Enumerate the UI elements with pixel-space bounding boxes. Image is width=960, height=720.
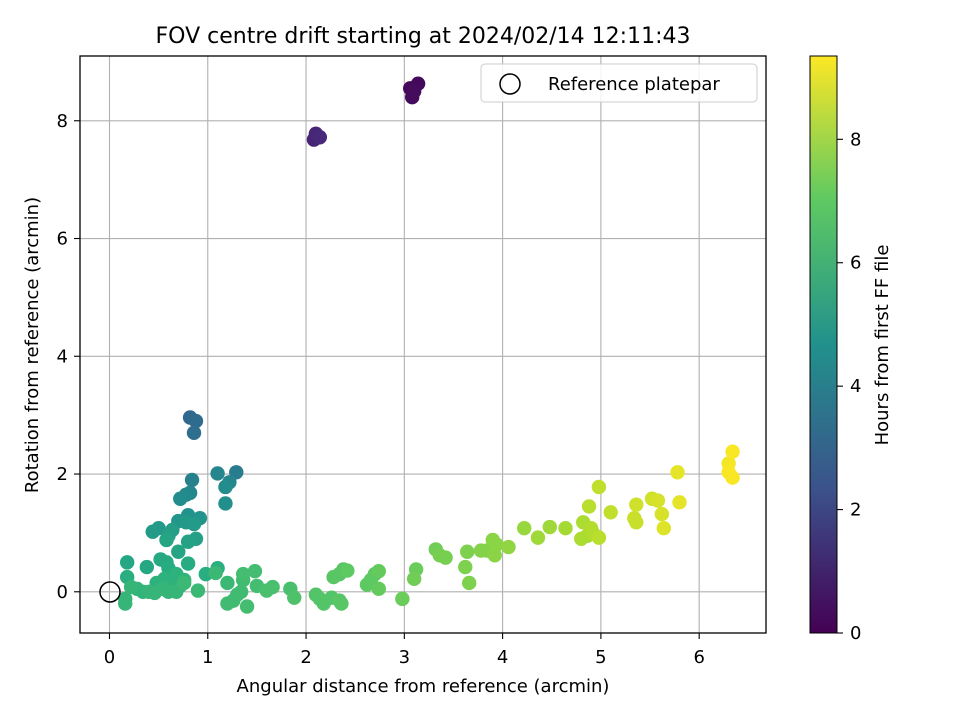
data-point [159,532,174,548]
data-point [210,466,225,481]
data-point [458,559,473,575]
data-point [145,524,160,539]
data-point [139,559,155,575]
data-point [654,506,670,522]
colorbar-tick-label: 8 [850,129,861,150]
y-tick-label: 2 [57,464,68,485]
data-point [650,493,666,508]
data-point [591,479,607,495]
legend-box [480,63,758,103]
x-axis-label: Angular distance from reference (arcmin) [237,676,610,697]
data-point [119,555,135,570]
data-point [371,581,386,597]
x-tick-label: 4 [497,647,508,668]
data-point [461,575,477,591]
data-point [180,534,196,549]
data-point [235,566,251,582]
colorbar-tick-label: 4 [850,376,861,397]
data-point [629,497,644,512]
x-tick-label: 2 [300,647,311,668]
y-tick-label: 8 [57,111,68,132]
data-point [186,425,202,441]
data-point [501,539,516,555]
data-point [672,495,687,510]
data-point [247,563,263,579]
data-point [603,505,618,520]
y-tick-label: 4 [57,346,68,367]
data-point [208,565,223,581]
colorbar-label: Hours from first FF file [872,245,893,446]
data-point [186,516,202,532]
data-point [725,470,740,485]
x-tick-label: 6 [693,647,704,668]
y-tick-label: 0 [57,582,68,603]
data-point [171,544,186,559]
data-point [406,84,422,99]
colorbar-ticks: 0 2 4 6 8 [837,129,861,644]
data-point [460,544,475,559]
data-point [239,599,255,614]
data-point [184,472,200,488]
data-point [438,550,453,565]
data-point [220,575,235,591]
legend-marker [499,73,521,95]
data-point [542,519,557,535]
x-axis: 0 1 2 3 4 5 6 [104,633,705,668]
data-point [517,520,532,536]
data-point [176,575,192,591]
data-point [591,530,607,545]
colorbar-tick-label: 6 [850,253,861,274]
chart-title: FOV centre drift starting at 2024/02/14 … [156,24,691,49]
data-point [173,491,188,506]
data-point [406,571,422,587]
data-point [530,530,546,545]
data-point [395,591,410,607]
y-axis: 0 2 4 6 8 [57,111,80,603]
data-point [180,556,196,571]
data-point [581,499,597,514]
x-tick-label: 3 [399,647,410,668]
data-point [233,584,249,599]
y-axis-label: Rotation from reference (arcmin) [22,197,43,493]
x-tick-label: 0 [104,647,115,668]
data-point [489,537,504,552]
colorbar-tick-label: 2 [850,500,861,521]
data-point [558,520,573,536]
x-tick-label: 5 [595,647,606,668]
legend: Reference platepar [480,63,758,103]
data-point [265,579,280,595]
legend-label: Reference platepar [548,74,720,95]
data-point [218,496,233,511]
y-tick-label: 6 [57,229,68,250]
data-point [287,590,302,605]
data-point [188,413,204,429]
data-point [334,596,349,611]
data-point [670,465,685,480]
data-points [118,76,740,614]
data-point [725,444,740,459]
data-point [656,520,671,536]
colorbar-gradient [809,55,838,634]
data-point [118,596,133,611]
plot-frame [79,55,767,634]
data-point [218,479,233,495]
colorbar-tick-label: 0 [850,623,861,644]
data-point [190,583,206,598]
grid [80,56,766,633]
data-point [629,515,644,530]
colorbar: 0 2 4 6 8 Hours from first FF file [809,55,893,644]
data-point [123,579,139,595]
x-tick-label: 1 [202,647,213,668]
data-point [371,563,386,579]
reference-marker [99,581,121,603]
data-point [340,563,355,578]
data-point [312,130,328,145]
